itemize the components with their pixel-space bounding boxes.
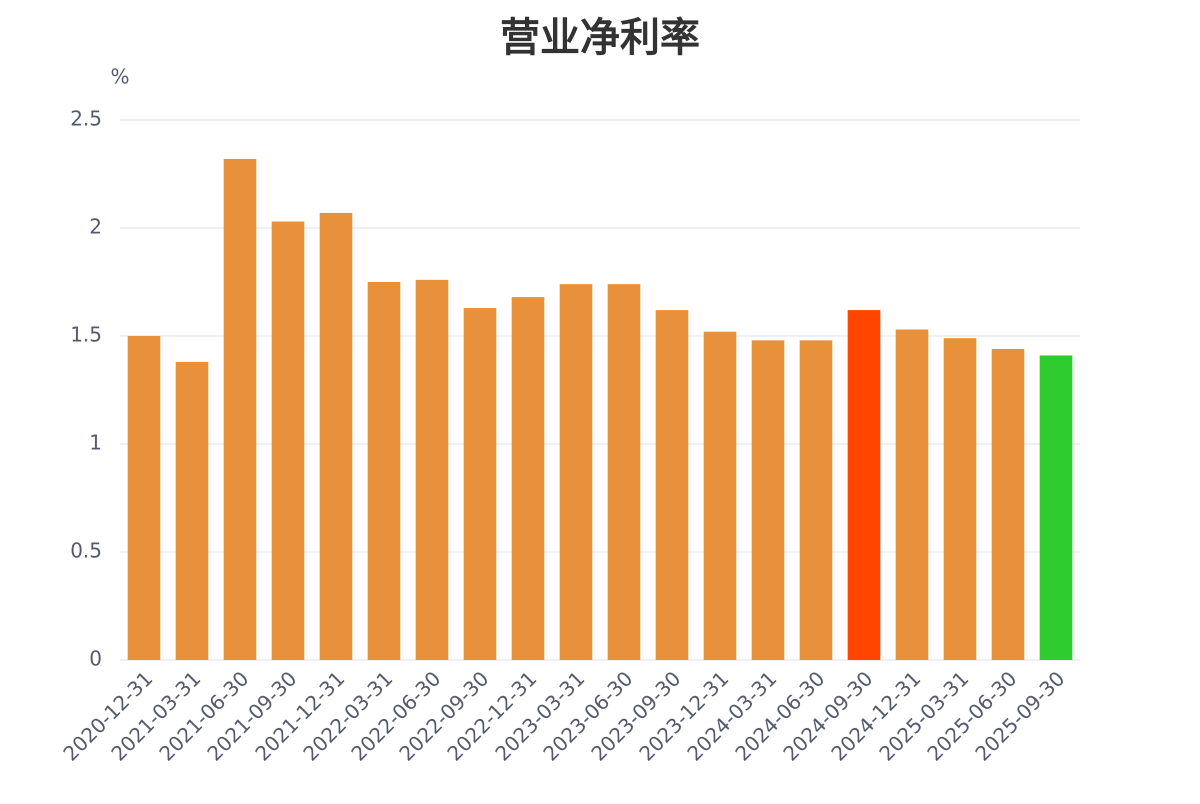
bar (943, 338, 977, 660)
y-tick-label: 2 (89, 215, 102, 239)
y-tick-label: 1 (89, 431, 102, 455)
y-tick-label: 2.5 (70, 107, 102, 131)
bar (127, 336, 161, 660)
bar (655, 310, 689, 660)
y-axis-unit: % (110, 65, 129, 89)
bar (1039, 355, 1073, 660)
bar (463, 307, 497, 660)
chart-title: 营业净利率 (500, 15, 700, 61)
bar (847, 310, 881, 660)
y-tick-label: 1.5 (70, 323, 102, 347)
bar (511, 297, 545, 660)
bar (319, 212, 353, 660)
y-tick-label: 0.5 (70, 539, 102, 563)
bar (223, 158, 257, 660)
bar (271, 221, 305, 660)
bar (607, 284, 641, 660)
bar (703, 331, 737, 660)
bar (559, 284, 593, 660)
bar (175, 361, 209, 660)
bar (367, 282, 401, 660)
bar (751, 340, 785, 660)
bar (991, 348, 1025, 660)
bar (799, 340, 833, 660)
bar (415, 279, 449, 660)
bar (895, 329, 929, 660)
y-tick-label: 0 (89, 647, 102, 671)
